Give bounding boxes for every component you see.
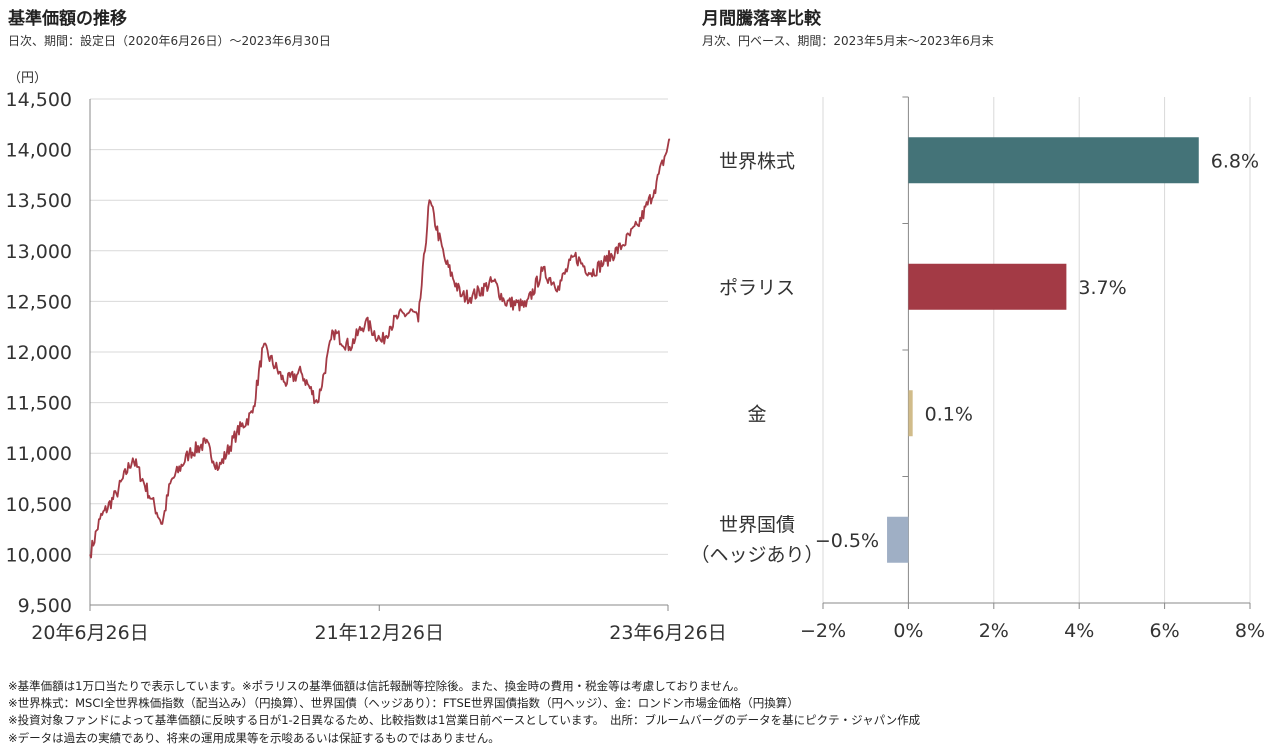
bar-value-label: 3.7% <box>1078 277 1126 299</box>
category-label: 世界国債 <box>719 514 795 536</box>
x-tick-label: −2% <box>800 620 846 642</box>
bar-value-label: 6.8% <box>1211 150 1259 172</box>
footnote-line: ※データは過去の実績であり、将来の運用成果等を示唆あるいは保証するものではありま… <box>8 730 500 745</box>
x-tick-label: 20年6月26日 <box>31 622 148 644</box>
bar <box>908 137 1199 184</box>
x-tick-label: 6% <box>1150 620 1180 642</box>
x-tick-label: 23年6月26日 <box>609 622 726 644</box>
category-label: 世界株式 <box>719 150 795 172</box>
nav-series-line <box>89 138 671 559</box>
x-tick-label: 8% <box>1235 620 1265 642</box>
category-label: ポラリス <box>719 277 795 299</box>
footnote-line: ※投資対象ファンドによって基準価額に反映する日が1-2日異なるため、比較指数は1… <box>8 713 921 728</box>
line-chart-title: 基準価額の推移 <box>8 9 127 29</box>
y-tick-label: 13,000 <box>6 241 72 263</box>
x-tick-label: 2% <box>979 620 1009 642</box>
bar-chart-title: 月間騰落率比較 <box>702 9 821 29</box>
y-tick-label: 9,500 <box>18 595 72 617</box>
category-label: （ヘッジあり） <box>690 544 823 566</box>
category-label: 金 <box>747 403 766 425</box>
bar-value-label: 0.1% <box>925 403 973 425</box>
line-chart-subtitle: 日次、期間：設定日（2020年6月26日）～2023年6月30日 <box>8 34 331 48</box>
y-tick-label: 14,500 <box>6 89 72 111</box>
footnote-line: ※基準価額は1万口当たりで表示しています。※ポラリスの基準価額は信託報酬等控除後… <box>8 679 746 693</box>
bar-value-label: −0.5% <box>815 530 879 552</box>
y-tick-label: 10,000 <box>6 544 72 566</box>
bar <box>908 263 1067 310</box>
y-tick-label: 10,500 <box>6 494 72 516</box>
y-axis-unit-label: （円） <box>8 71 47 86</box>
footnote-line: ※世界株式：MSCI全世界株価指数（配当込み）（円換算）、世界国債（ヘッジあり）… <box>8 696 799 711</box>
y-tick-label: 12,500 <box>6 291 72 313</box>
y-tick-label: 14,000 <box>6 140 72 162</box>
bar-chart-subtitle: 月次、円ベース、期間：2023年5月末～2023年6月末 <box>702 34 994 48</box>
bar <box>887 516 909 563</box>
y-tick-label: 12,000 <box>6 342 72 364</box>
bar <box>908 390 913 437</box>
x-tick-label: 21年12月26日 <box>314 622 444 644</box>
x-tick-label: 0% <box>893 620 923 642</box>
x-tick-label: 4% <box>1064 620 1094 642</box>
y-tick-label: 11,000 <box>6 443 72 465</box>
footnotes: ※基準価額は1万口当たりで表示しています。※ポラリスの基準価額は信託報酬等控除後… <box>8 678 920 747</box>
y-tick-label: 13,500 <box>6 190 72 212</box>
y-tick-label: 11,500 <box>6 393 72 415</box>
